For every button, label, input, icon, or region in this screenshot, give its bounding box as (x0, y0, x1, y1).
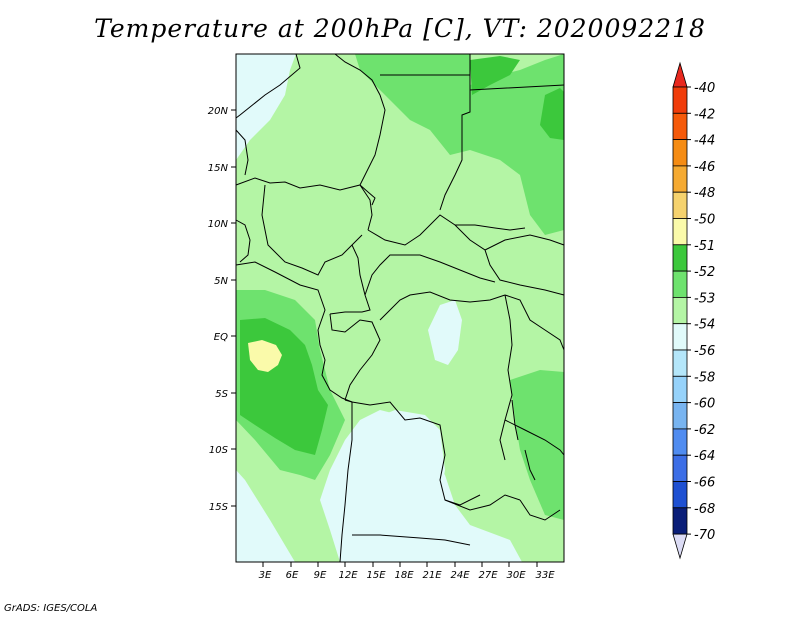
border-drc-east (499, 294, 513, 461)
border-sahel (235, 177, 373, 231)
border-ssudan (455, 224, 526, 231)
temperature-field (236, 54, 564, 562)
lon-tick-label: 3E (259, 570, 272, 581)
legend-color-bin (672, 218, 688, 246)
legend-label: -68 (694, 502, 715, 517)
lat-axis: 20N 15N 10N 5N EQ 5S 10S 15S (208, 106, 236, 513)
legend-label: -42 (694, 107, 715, 122)
border-north-1 (235, 53, 301, 119)
legend-label: -48 (694, 186, 715, 201)
border-lake-chad (359, 184, 376, 206)
legend-color-bin (672, 139, 688, 167)
legend-color-bin (672, 428, 688, 456)
legend-color-bin (672, 296, 688, 325)
border-gulf (235, 129, 249, 176)
legend-color-bin (672, 323, 688, 351)
field-mid-green-east (510, 370, 564, 520)
lat-tick-label: 10N (208, 219, 229, 230)
border-mozambique (519, 499, 561, 521)
field-dark-green-northeast (470, 56, 520, 95)
border-chad (367, 214, 565, 296)
field-warm-patch (248, 340, 282, 372)
legend-color-bin (672, 454, 688, 482)
border-angola-north (344, 399, 353, 403)
lon-tick-label: 33E (535, 570, 555, 581)
lat-tick-label: 5N (214, 276, 228, 287)
lon-tick-label: 24E (450, 570, 470, 581)
border-car (364, 254, 496, 296)
border-lakes (511, 399, 536, 481)
border-ethiopia (484, 234, 565, 251)
legend-color-bin (672, 165, 688, 193)
country-borders (235, 53, 565, 563)
legend-label: -44 (694, 134, 715, 149)
lon-tick-label: 15E (366, 570, 386, 581)
lat-tick-label: 20N (208, 106, 229, 117)
legend-label: -54 (694, 318, 715, 333)
border-small-west (235, 219, 251, 263)
legend-top-arrow (672, 61, 688, 88)
field-cold-east-central (428, 300, 462, 365)
legend-bottom-arrow (672, 533, 688, 560)
border-egypt (469, 54, 565, 91)
legend-label: -66 (694, 476, 715, 491)
legend-label: -64 (694, 449, 715, 464)
lon-tick-label: 9E (314, 570, 327, 581)
legend-label: -58 (694, 370, 715, 385)
lat-tick-label: 15N (208, 163, 229, 174)
lat-tick-label: EQ (214, 332, 228, 343)
border-drc-north (379, 291, 506, 321)
border-cameroon (329, 244, 371, 315)
legend-color-bin (672, 270, 688, 298)
border-zambia (444, 494, 521, 511)
legend-label: -62 (694, 423, 715, 438)
lon-axis: 3E 6E 9E 12E 15E 18E 21E 24E 27E 30E 33E (259, 562, 555, 581)
legend-label: -50 (694, 213, 715, 228)
legend-color-bin (672, 112, 688, 141)
field-dark-green-east (540, 88, 564, 140)
lat-tick-label: 5S (215, 389, 228, 400)
lat-tick-label: 15S (209, 502, 229, 513)
coastline-west (235, 261, 353, 563)
border-angola-south (352, 534, 471, 546)
legend-color-bin (672, 349, 688, 377)
lon-tick-label: 27E (478, 570, 498, 581)
legend-label: -70 (694, 528, 715, 543)
legend-label: -51 (694, 239, 715, 254)
field-cold-south (350, 410, 445, 535)
lon-tick-label: 21E (422, 570, 442, 581)
color-legend: -40 -42 -44 -46 -48 -50 -51 -52 -53 -54 -56 -58 -60 -… (672, 61, 715, 560)
legend-color-bin (672, 481, 688, 509)
map-title: Temperature at 200hPa [C], VT: 202009221… (94, 14, 706, 43)
lon-tick-label: 6E (286, 570, 299, 581)
field-light-green-west (236, 200, 320, 300)
field-mid-green-north (355, 54, 564, 235)
legend-color-bin (672, 402, 688, 430)
legend-label: -52 (694, 265, 715, 280)
legend-color-bin (672, 244, 688, 272)
border-nigeria (261, 184, 363, 276)
legend-label: -60 (694, 397, 715, 412)
border-north-2 (334, 53, 386, 186)
legend-label: -53 (694, 291, 715, 306)
legend-color-bin (672, 375, 688, 403)
legend-color-bin (672, 86, 688, 114)
lon-tick-label: 18E (394, 570, 414, 581)
lat-tick-label: 10S (209, 445, 229, 456)
border-tanzania (504, 419, 565, 456)
legend-color-bin (672, 191, 688, 219)
legend-label: -40 (694, 81, 715, 96)
border-kenya-uganda (504, 294, 565, 351)
lon-tick-label: 12E (338, 570, 358, 581)
legend-label: -56 (694, 344, 715, 359)
border-congo (329, 313, 381, 401)
footer-credit: GrADS: IGES/COLA (4, 603, 98, 614)
legend-label: -46 (694, 160, 715, 175)
lon-tick-label: 30E (506, 570, 526, 581)
legend-color-bin (672, 507, 688, 535)
